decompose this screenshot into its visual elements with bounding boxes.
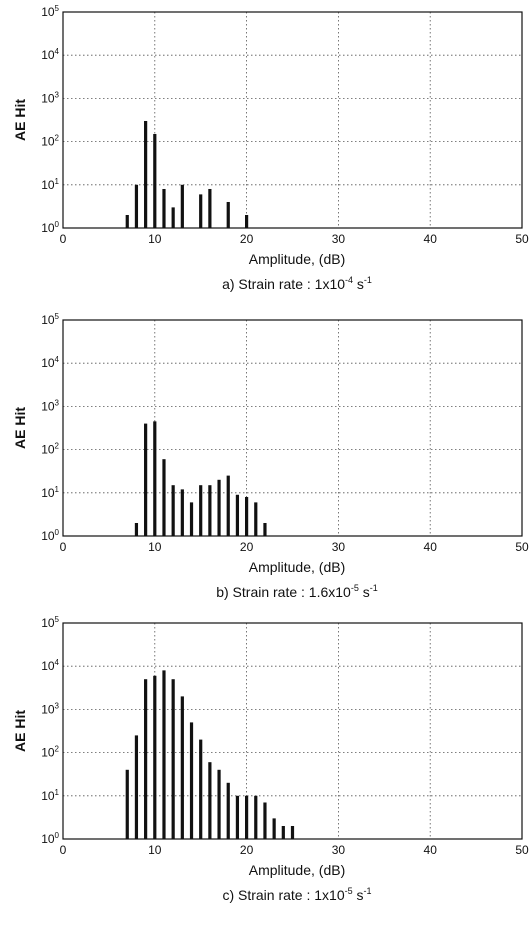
bar [144,423,148,536]
y-tick-label: 102 [41,442,59,457]
bar [180,696,184,839]
x-tick-label: 0 [60,232,67,246]
y-tick-label: 102 [41,745,59,760]
bar [134,735,139,839]
bar [281,825,285,839]
x-tick-label: 50 [515,843,529,857]
bar [180,489,184,536]
bar [245,214,249,228]
x-tick-label: 10 [148,540,162,554]
y-tick-label: 102 [41,134,59,149]
x-axis-label: Amplitude, (dB) [249,862,345,878]
bar [171,485,175,536]
y-tick-label: 103 [41,398,59,413]
y-axis-label: AE Hit [12,407,28,449]
y-tick-label: 101 [41,485,59,500]
bar [134,522,139,536]
x-tick-label: 10 [148,232,162,246]
x-axis-label: Amplitude, (dB) [249,559,345,575]
bar [272,818,276,839]
bar [189,722,194,839]
bar [153,421,157,536]
bar [171,679,175,839]
panel-2: 0 10 20 30 40 50 100 101 102 103 104 105 AE Hit Ampli… [12,312,529,600]
bar [208,485,212,536]
bar [153,133,157,228]
bar [125,214,129,228]
x-tick-label: 40 [424,232,438,246]
y-axis-label: AE Hit [12,710,28,752]
bar [162,459,166,536]
bar [162,670,166,839]
panel-caption: a) Strain rate : 1x10-4 s-1 [222,275,372,292]
y-tick-label: 104 [41,47,59,62]
plot-frame [62,622,523,840]
x-tick-label: 50 [515,232,529,246]
y-tick-label: 103 [41,90,59,105]
bar [245,795,249,839]
x-tick-label: 30 [332,232,346,246]
bar [217,769,221,839]
plot-frame [62,11,523,229]
panel-caption: c) Strain rate : 1x10-5 s-1 [222,886,371,903]
bar [263,522,267,536]
panel-1: 0 10 20 30 40 50 100 101 102 103 104 105 AE Hit Ampli… [12,4,529,292]
bar [226,782,230,839]
bar [144,679,148,839]
panel-3: 0 10 20 30 40 50 100 101 102 103 104 105 AE Hit Ampli… [12,615,529,903]
bar [235,494,240,536]
bar [180,184,184,228]
plot-frame [62,319,523,537]
bar [189,502,194,536]
x-tick-label: 20 [240,843,254,857]
x-tick-label: 20 [240,540,254,554]
y-tick-label: 104 [41,658,59,673]
bar [254,502,258,536]
x-tick-label: 0 [60,540,67,554]
bar [134,184,139,228]
bar [208,762,212,839]
x-tick-label: 30 [332,540,346,554]
bar [226,475,230,536]
bar [245,496,249,536]
x-axis-label: Amplitude, (dB) [249,251,345,267]
y-tick-label: 101 [41,788,59,803]
y-tick-label: 100 [41,831,59,846]
bar [217,479,221,536]
bar [254,795,258,839]
x-tick-label: 10 [148,843,162,857]
y-tick-label: 105 [41,312,59,327]
bar [162,188,166,228]
y-tick-label: 101 [41,177,59,192]
bar [263,802,267,839]
y-tick-label: 103 [41,701,59,716]
y-tick-label: 104 [41,355,59,370]
x-tick-label: 20 [240,232,254,246]
bar [199,194,203,228]
bar [153,675,157,839]
x-tick-label: 0 [60,843,67,857]
bar [171,207,175,228]
y-tick-label: 100 [41,528,59,543]
x-tick-label: 40 [424,843,438,857]
x-tick-label: 30 [332,843,346,857]
x-tick-label: 40 [424,540,438,554]
bar [199,485,203,536]
bar [235,795,240,839]
y-axis-label: AE Hit [12,99,28,141]
bar [290,825,295,839]
bar [125,769,129,839]
x-tick-label: 50 [515,540,529,554]
y-tick-label: 105 [41,4,59,19]
bar [199,739,203,839]
bar [144,120,148,228]
y-tick-label: 100 [41,220,59,235]
bar [226,201,230,228]
bar [208,188,212,228]
panel-caption: b) Strain rate : 1.6x10-5 s-1 [216,583,378,600]
y-tick-label: 105 [41,615,59,630]
